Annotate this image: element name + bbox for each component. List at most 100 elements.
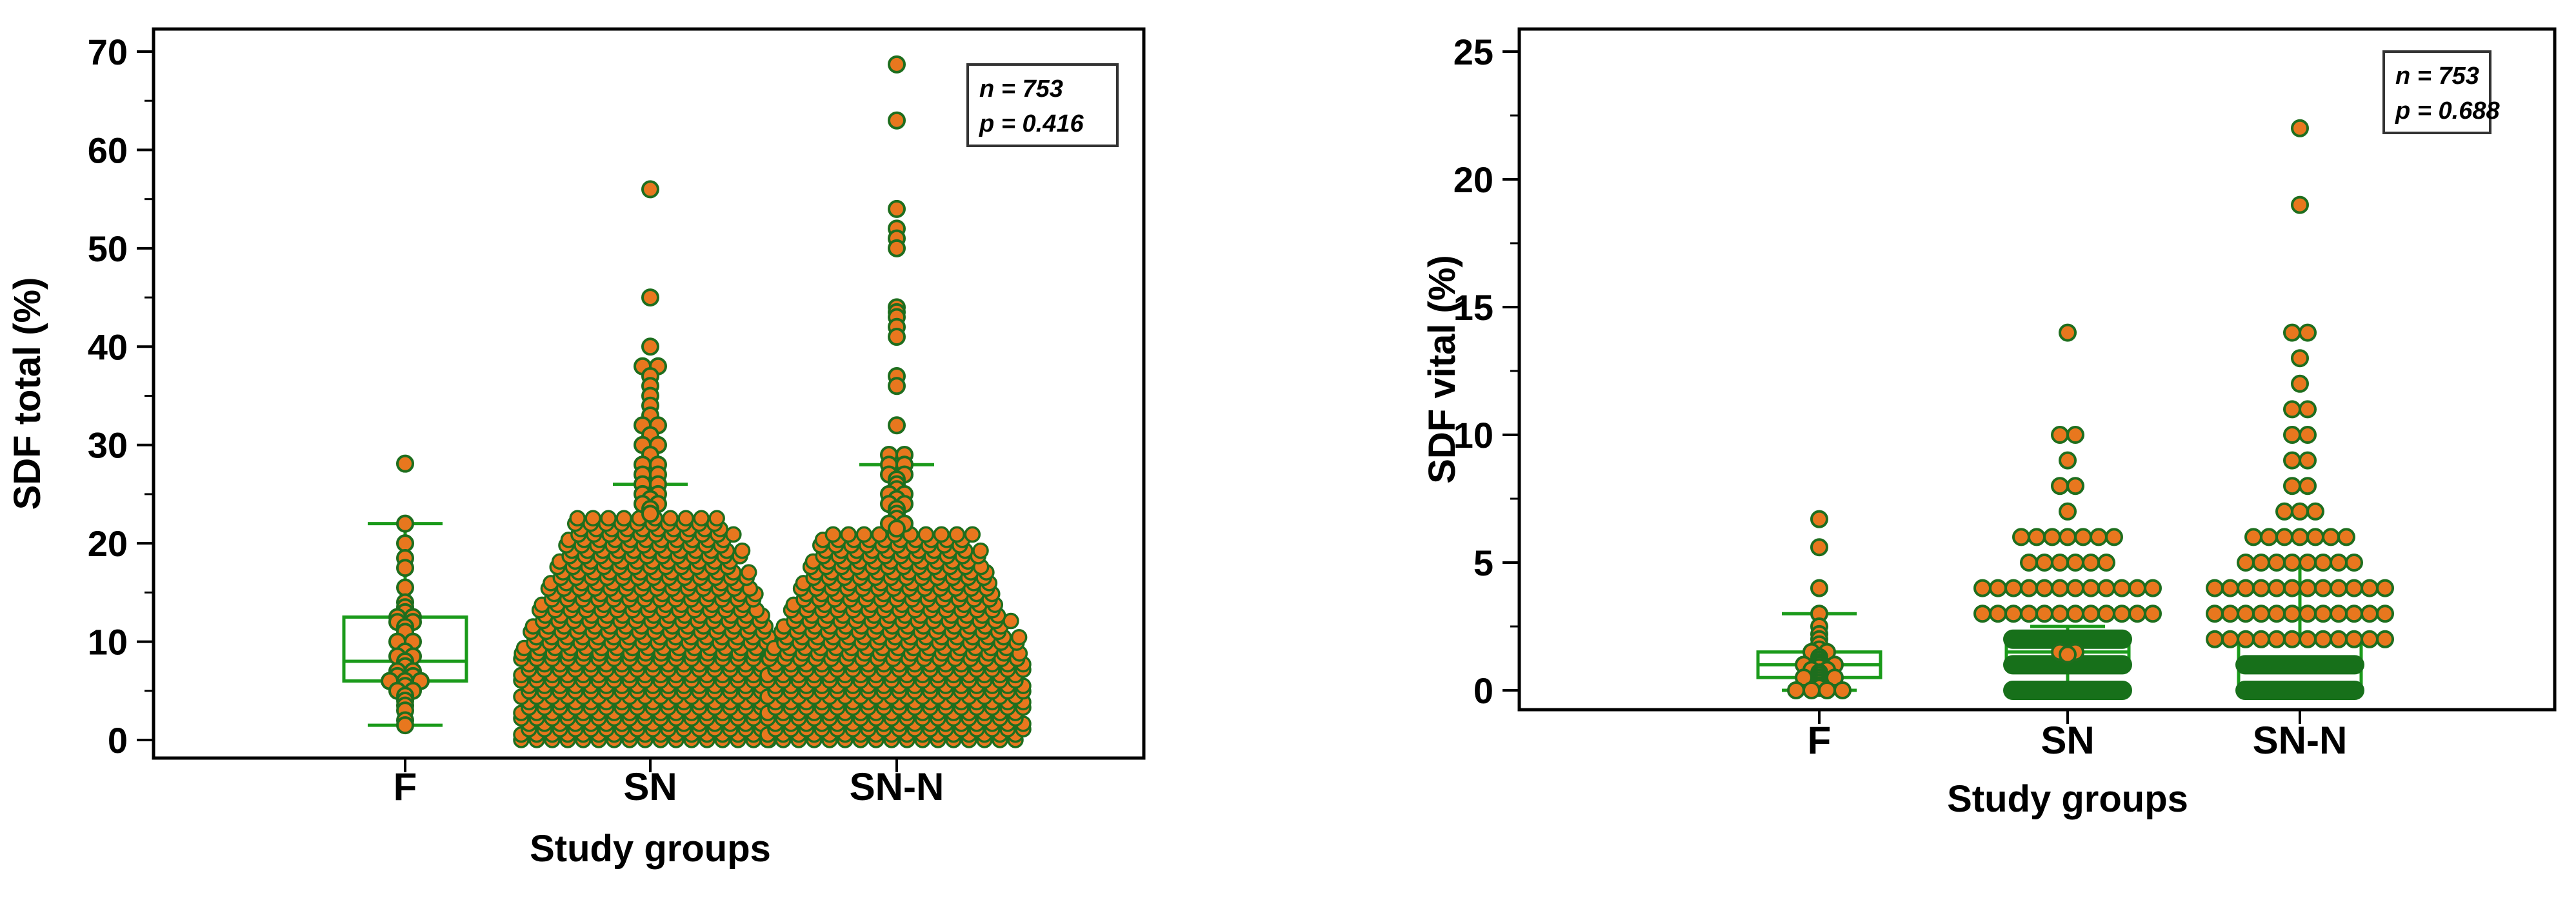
data-point xyxy=(2221,579,2239,597)
data-point xyxy=(2059,502,2077,521)
data-point xyxy=(2206,605,2224,623)
x-tick-label: SN-N xyxy=(850,765,944,808)
y-tick-label: 10 xyxy=(1453,415,1493,455)
data-point xyxy=(2268,554,2286,572)
chart-panel-sdf-total: 0 10 20 30 40 50 60 70 SDF total (%) Study groups… xyxy=(6,27,1146,870)
data-point xyxy=(2283,451,2301,470)
x-tick-label: SN xyxy=(623,765,677,808)
data-point xyxy=(1010,628,1028,646)
data-point xyxy=(2268,605,2286,623)
data-point xyxy=(2059,451,2077,470)
y-tick-label: 40 xyxy=(88,326,128,367)
data-point xyxy=(948,526,966,543)
data-point xyxy=(840,526,857,543)
data-point xyxy=(641,337,659,356)
data-point xyxy=(2376,630,2394,648)
data-point xyxy=(2035,605,2053,623)
data-point xyxy=(2035,579,2053,597)
data-point xyxy=(2097,554,2115,572)
y-tick-label: 15 xyxy=(1453,287,1493,328)
data-point xyxy=(396,559,414,577)
data-point xyxy=(2275,528,2293,546)
data-point xyxy=(2275,502,2293,521)
data-point xyxy=(2330,579,2348,597)
data-point xyxy=(917,526,935,543)
data-point xyxy=(1787,681,1805,699)
data-point xyxy=(2361,605,2379,623)
data-point xyxy=(2066,579,2084,597)
stats-p: p = 0.416 xyxy=(979,110,1084,137)
plot-frame xyxy=(1517,27,2557,712)
data-point xyxy=(964,526,981,543)
data-point xyxy=(740,564,757,581)
data-point xyxy=(972,542,989,559)
data-point xyxy=(2299,426,2317,444)
data-point xyxy=(396,578,414,597)
data-point xyxy=(2128,605,2146,623)
data-point xyxy=(2306,528,2324,546)
data-point xyxy=(2268,579,2286,597)
data-point xyxy=(2283,630,2301,648)
data-point xyxy=(1810,579,1828,597)
data-point xyxy=(662,510,679,527)
data-point xyxy=(2082,605,2100,623)
y-axis-title: SDF vital (%) xyxy=(1421,255,1463,484)
stats-box xyxy=(2382,50,2491,134)
data-point xyxy=(1818,681,1836,699)
data-point xyxy=(2299,605,2317,623)
data-point xyxy=(2314,605,2332,623)
data-point xyxy=(2221,605,2239,623)
stats-n: n = 753 xyxy=(2395,63,2479,90)
data-point xyxy=(2090,528,2108,546)
data-point xyxy=(933,526,950,543)
data-point xyxy=(2314,554,2332,572)
data-point xyxy=(2066,554,2084,572)
x-tick-label: SN-N xyxy=(2253,719,2348,762)
data-point xyxy=(2237,605,2255,623)
data-point xyxy=(2020,605,2038,623)
data-point xyxy=(2283,400,2301,419)
data-point xyxy=(2345,605,2363,623)
y-tick-label: 70 xyxy=(88,32,128,72)
data-point xyxy=(2082,554,2100,572)
data-point xyxy=(2051,554,2069,572)
data-point xyxy=(2066,426,2084,444)
x-tick-label: SN xyxy=(2041,719,2094,762)
y-tick-label: 25 xyxy=(1453,32,1493,72)
data-point xyxy=(2252,554,2270,572)
data-point xyxy=(2283,323,2301,342)
data-point xyxy=(888,519,906,538)
data-point xyxy=(2105,528,2123,546)
data-point xyxy=(2299,451,2317,470)
y-tick-label: 60 xyxy=(88,130,128,170)
data-point xyxy=(2345,554,2363,572)
x-axis-title: Study groups xyxy=(1947,778,2188,820)
data-point xyxy=(855,526,873,543)
data-point xyxy=(2097,579,2115,597)
data-point xyxy=(2206,579,2224,597)
y-tick-label: 20 xyxy=(1453,159,1493,200)
data-point xyxy=(2299,400,2317,419)
stats-n: n = 753 xyxy=(979,75,1063,103)
data-point xyxy=(2283,605,2301,623)
data-point xyxy=(888,328,906,346)
data-point xyxy=(2291,374,2309,393)
data-point xyxy=(2128,579,2146,597)
data-point xyxy=(2113,579,2131,597)
data-point xyxy=(2051,579,2069,597)
data-point xyxy=(2314,579,2332,597)
data-point xyxy=(1989,579,2007,597)
data-point xyxy=(396,716,414,735)
data-point xyxy=(2059,645,2077,664)
data-point xyxy=(2082,579,2100,597)
data-point xyxy=(600,510,617,527)
stats-box xyxy=(966,63,1119,147)
data-point xyxy=(2345,579,2363,597)
y-tick-label: 20 xyxy=(88,523,128,564)
data-point xyxy=(2074,528,2092,546)
data-point xyxy=(641,505,659,523)
data-point xyxy=(2244,528,2262,546)
data-point xyxy=(2361,579,2379,597)
y-tick-label: 0 xyxy=(108,720,128,761)
data-point xyxy=(615,510,632,527)
